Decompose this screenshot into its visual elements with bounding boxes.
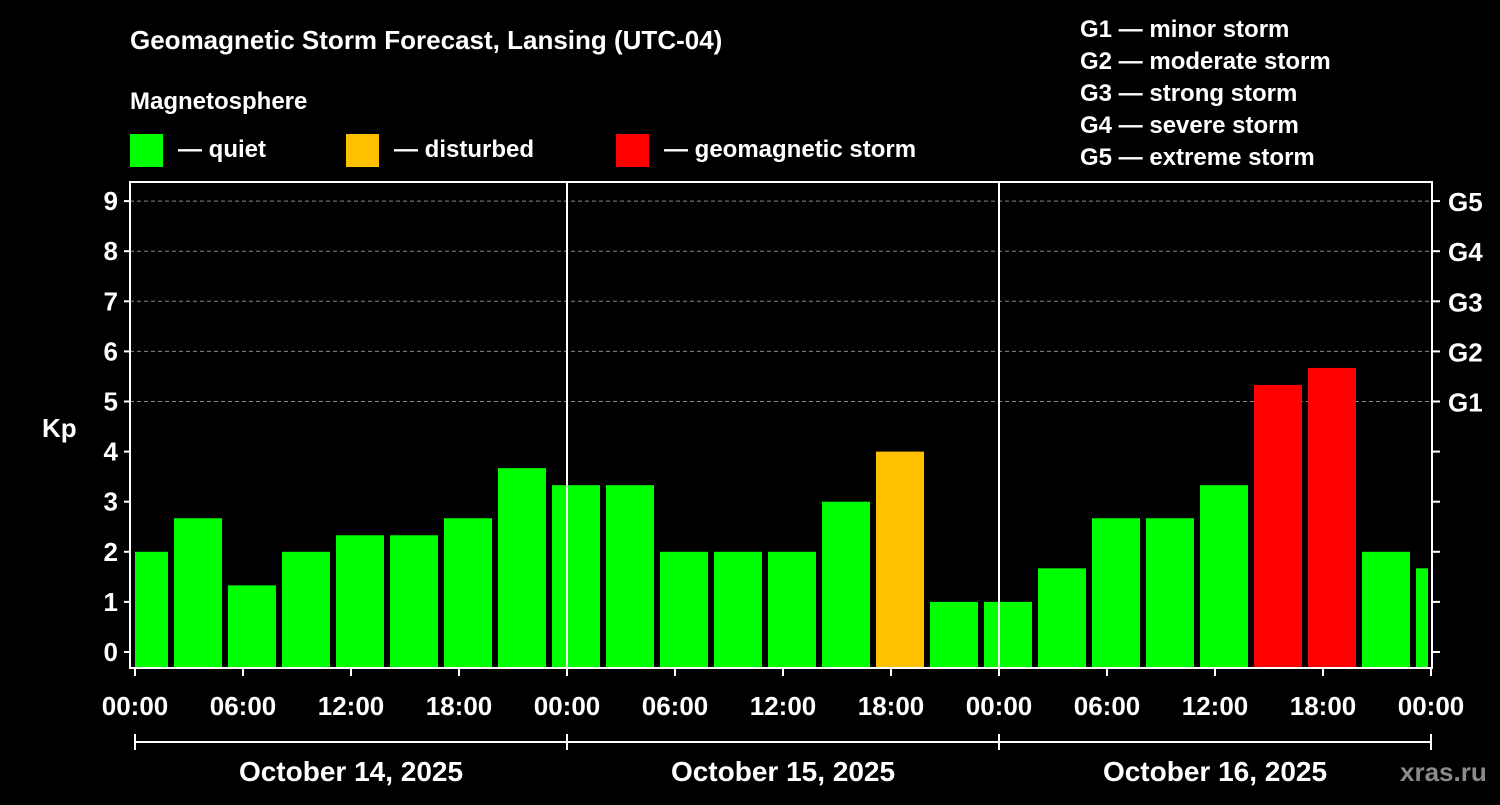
storm-scale-g2: G2 — moderate storm [1080,48,1331,75]
storm-scale-g3: G3 — strong storm [1080,80,1297,107]
g-scale-label: G3 [1448,287,1483,317]
x-tick-label: 18:00 [426,691,493,721]
x-tick-label: 00:00 [1398,691,1465,721]
bar-quiet [930,601,978,668]
y-tick-label: 9 [104,186,118,216]
bar-quiet [390,535,438,668]
day-label: October 14, 2025 [239,756,463,787]
bars [135,367,1428,668]
x-tick-label: 00:00 [966,691,1033,721]
bar-storm [1308,367,1356,668]
y-tick-label: 4 [104,437,119,467]
legend-swatch-quiet [130,134,163,167]
x-tick-label: 18:00 [1290,691,1357,721]
bar-quiet [822,501,870,668]
g-scale-label: G2 [1448,337,1483,367]
bar-quiet [174,518,222,668]
bar-quiet [444,518,492,668]
day-label: October 16, 2025 [1103,756,1327,787]
g-scale-label: G1 [1448,388,1483,418]
bar-quiet [282,551,330,668]
x-tick-label: 06:00 [210,691,277,721]
bar-quiet [768,551,816,668]
legend-label-disturbed: — disturbed [394,136,534,163]
legend-title: Magnetosphere [130,88,307,115]
plot-frame [129,181,1433,669]
legend-swatch-storm [616,134,649,167]
x-tick-label: 18:00 [858,691,925,721]
y-axis-label: Kp [42,413,77,443]
bar-quiet [552,485,600,668]
storm-scale-g5: G5 — extreme storm [1080,144,1315,171]
bar-quiet [1146,518,1194,668]
y-tick-label: 3 [104,487,118,517]
day-label: October 15, 2025 [671,756,895,787]
y-tick-label: 2 [104,537,118,567]
legend-swatch-disturbed [346,134,379,167]
storm-scale-g1: G1 — minor storm [1080,16,1289,43]
x-tick-label: 00:00 [534,691,601,721]
storm-scale-legend: G1 — minor storm G2 — moderate storm G3 … [1080,16,1331,171]
x-tick-label: 12:00 [318,691,385,721]
bar-quiet [1362,551,1410,668]
axes: 0 1 2 3 4 5 6 7 8 9 G1 G2 G3 G4 G5 00:00 06:00 12:00 18:00… [102,181,1483,787]
bar-quiet [498,468,546,668]
y-tick-label: 8 [104,236,118,266]
x-tick-label: 00:00 [102,691,169,721]
g-scale-label: G4 [1448,237,1483,267]
y-tick-label: 1 [104,587,118,617]
legend: — quiet — disturbed — geomagnetic storm [130,134,916,167]
x-tick-label: 12:00 [750,691,817,721]
y-tick-label: 5 [104,387,118,417]
storm-scale-g4: G4 — severe storm [1080,112,1299,139]
x-tick-label: 06:00 [642,691,709,721]
bar-quiet [1416,568,1428,668]
bar-quiet [606,485,654,668]
bar-quiet [1092,518,1140,668]
y-tick-label: 6 [104,336,118,366]
watermark: xras.ru [1400,757,1487,787]
y-tick-label: 0 [104,637,118,667]
legend-label-storm: — geomagnetic storm [664,136,916,163]
bar-quiet [1038,568,1086,668]
bar-quiet [714,551,762,668]
bar-disturbed [876,451,924,668]
g-scale-label: G5 [1448,187,1483,217]
y-tick-label: 7 [104,286,118,316]
bar-quiet [336,535,384,668]
x-tick-label: 06:00 [1074,691,1141,721]
gridlines [130,200,1432,402]
bar-quiet [135,551,168,668]
bar-storm [1254,384,1302,668]
x-tick-label: 12:00 [1182,691,1249,721]
bar-quiet [1200,485,1248,668]
bar-quiet [660,551,708,668]
bar-quiet [984,601,1032,668]
chart-title: Geomagnetic Storm Forecast, Lansing (UTC… [130,25,722,55]
bar-quiet [228,585,276,668]
legend-label-quiet: — quiet [178,136,266,163]
